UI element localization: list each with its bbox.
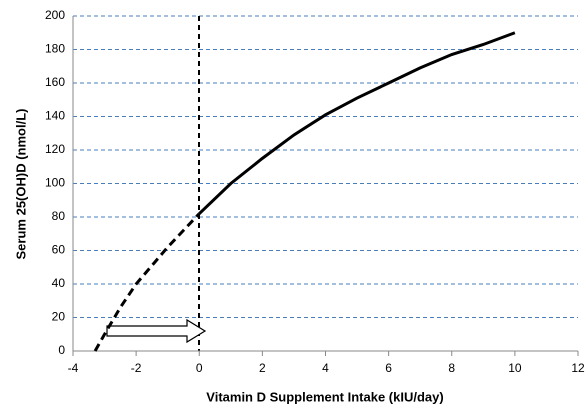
line bbox=[93, 212, 201, 352]
arrow bbox=[106, 318, 207, 344]
x-tick-label: 12 bbox=[571, 361, 585, 375]
y-tick-label: 160 bbox=[45, 75, 65, 89]
x-axis-label: Vitamin D Supplement Intake (kIU/day) bbox=[206, 389, 443, 404]
x-tick-label: 2 bbox=[259, 361, 266, 375]
y-tick-label: 60 bbox=[52, 243, 66, 257]
y-tick-label: 120 bbox=[45, 142, 65, 156]
y-tick-label: 100 bbox=[45, 176, 65, 190]
x-tick-label: 8 bbox=[448, 361, 455, 375]
x-tick-label: -2 bbox=[131, 361, 142, 375]
x-tick-label: 10 bbox=[508, 361, 522, 375]
x-tick-label: 4 bbox=[322, 361, 329, 375]
line bbox=[198, 31, 516, 215]
y-tick-label: 200 bbox=[45, 8, 65, 22]
y-tick-label: 0 bbox=[58, 343, 65, 357]
y-tick-label: 40 bbox=[52, 276, 66, 290]
x-tick-label: 0 bbox=[196, 361, 203, 375]
y-tick-label: 80 bbox=[52, 209, 66, 223]
x-tick-label: 6 bbox=[385, 361, 392, 375]
y-tick-label: 180 bbox=[45, 42, 65, 56]
y-tick-label: 20 bbox=[52, 310, 66, 324]
y-axis-label: Serum 25(OH)D (nmol/L) bbox=[13, 109, 28, 260]
y-tick-label: 140 bbox=[45, 109, 65, 123]
x-tick-label: -4 bbox=[68, 361, 79, 375]
